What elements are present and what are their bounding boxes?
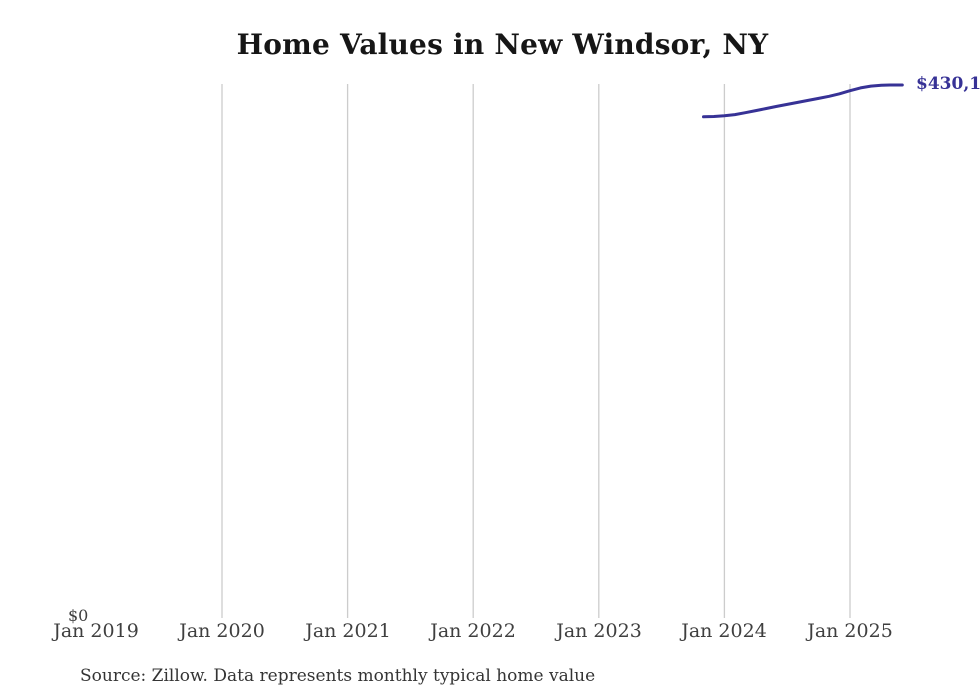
x-tick-label-2025: Jan 2025	[807, 620, 893, 642]
x-tick-label-2024: Jan 2024	[681, 620, 767, 642]
latest-value-label: $430,1	[916, 74, 980, 94]
y-axis-zero-label: $0	[68, 606, 89, 625]
x-tick-label-2021: Jan 2021	[305, 620, 391, 642]
home-value-line	[702, 83, 904, 119]
x-tick-label-2022: Jan 2022	[430, 620, 516, 642]
chart-title: Home Values in New Windsor, NY	[236, 28, 769, 61]
source-note: Source: Zillow. Data represents monthly …	[80, 666, 596, 686]
x-tick-label-2020: Jan 2020	[179, 620, 265, 642]
x-tick-label-2019: Jan 2019	[53, 620, 139, 642]
gridlines-group	[221, 84, 851, 618]
x-tick-label-2023: Jan 2023	[556, 620, 642, 642]
